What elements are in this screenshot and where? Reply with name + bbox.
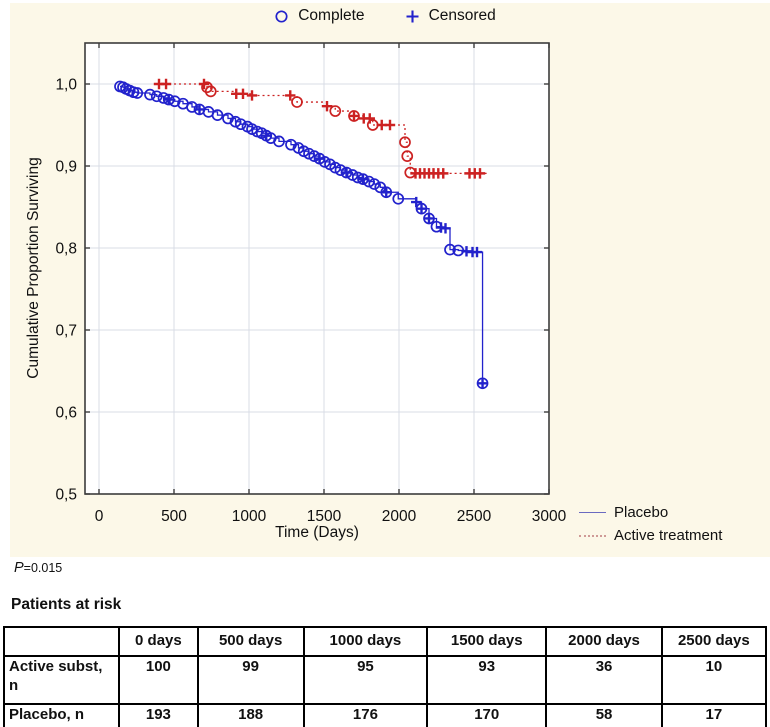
- risk-cell: 36: [545, 655, 663, 705]
- series-legend-item-active: Active treatment: [579, 524, 722, 547]
- series-active-treatment: [153, 78, 487, 179]
- svg-text:1500: 1500: [307, 508, 342, 525]
- risk-cell: 99: [196, 655, 305, 705]
- p-value-number: =0.015: [23, 561, 63, 575]
- marker-legend-label-complete: Complete: [298, 7, 365, 24]
- svg-text:3000: 3000: [532, 508, 567, 525]
- series-legend-label-placebo: Placebo: [614, 504, 669, 521]
- placebo-line-sample-icon: [579, 512, 606, 513]
- risk-row-label-active: Active subst, n: [2, 655, 121, 705]
- svg-text:500: 500: [161, 508, 187, 525]
- risk-cell: 170: [426, 703, 548, 727]
- svg-text:0,5: 0,5: [55, 487, 77, 504]
- patients-at-risk-table: 0 days 500 days 1000 days 1500 days 2000…: [2, 626, 768, 727]
- risk-row-active: Active subst, n 100 99 95 93 36 10: [2, 655, 768, 705]
- risk-cell: 176: [302, 703, 429, 727]
- risk-header-0-days: 0 days: [118, 626, 199, 657]
- series-legend-label-active: Active treatment: [614, 527, 723, 544]
- plot-frame: [84, 42, 550, 495]
- svg-text:0,6: 0,6: [55, 405, 77, 422]
- active-line-sample-icon: [579, 534, 606, 537]
- risk-header-1000-days: 1000 days: [302, 626, 429, 657]
- svg-text:1,0: 1,0: [55, 77, 77, 94]
- risk-header-2000-days: 2000 days: [545, 626, 663, 657]
- risk-row-label-placebo: Placebo, n: [2, 703, 121, 727]
- p-value-symbol: P: [14, 560, 24, 576]
- risk-table-header-row: 0 days 500 days 1000 days 1500 days 2000…: [2, 626, 768, 657]
- svg-text:1000: 1000: [232, 508, 267, 525]
- complete-circle-icon: [275, 9, 288, 23]
- risk-cell: 17: [660, 703, 768, 727]
- kaplan-meier-chart: 0 500 1000 1500 2000 2500 3000 0,5 0,6 0,7 0,8 0,9 1…: [55, 42, 567, 526]
- y-axis-title: Cumulative Proportion Surviving: [25, 157, 42, 379]
- svg-text:0,8: 0,8: [55, 241, 77, 258]
- risk-cell: 93: [426, 655, 548, 705]
- risk-cell: 58: [545, 703, 663, 727]
- tick-labels: 0 500 1000 1500 2000 2500 3000 0,5 0,6 0,7 0,8 0,9 1…: [55, 77, 566, 526]
- risk-header-2500-days: 2500 days: [660, 626, 768, 657]
- series-legend: Placebo Active treatment: [579, 501, 722, 547]
- risk-cell: 188: [196, 703, 305, 727]
- marker-legend-item-censored: Censored: [405, 7, 496, 25]
- censored-plus-icon: [406, 10, 419, 22]
- risk-header-1500-days: 1500 days: [426, 626, 548, 657]
- x-axis-title: Time (Days): [275, 524, 359, 541]
- svg-text:0,9: 0,9: [55, 159, 77, 176]
- svg-text:0: 0: [95, 508, 104, 525]
- marker-legend-item-complete: Complete: [274, 7, 365, 25]
- risk-cell: 100: [118, 655, 199, 705]
- risk-header-blank: [2, 626, 121, 657]
- plot-area: [85, 43, 549, 494]
- risk-row-placebo: Placebo, n 193 188 176 170 58 17: [2, 703, 768, 727]
- series-legend-item-placebo: Placebo: [579, 501, 722, 524]
- marker-legend-label-censored: Censored: [428, 7, 496, 24]
- risk-cell: 10: [660, 655, 768, 705]
- marker-legend: Complete Censored: [0, 7, 770, 25]
- risk-table-title: Patients at risk: [11, 596, 122, 613]
- svg-text:0,7: 0,7: [55, 323, 77, 340]
- risk-cell: 193: [118, 703, 199, 727]
- svg-text:2500: 2500: [457, 508, 492, 525]
- svg-text:2000: 2000: [382, 508, 417, 525]
- series-placebo: [114, 80, 489, 390]
- risk-header-500-days: 500 days: [196, 626, 305, 657]
- risk-cell: 95: [302, 655, 429, 705]
- p-value-annotation: P=0.015: [14, 560, 62, 576]
